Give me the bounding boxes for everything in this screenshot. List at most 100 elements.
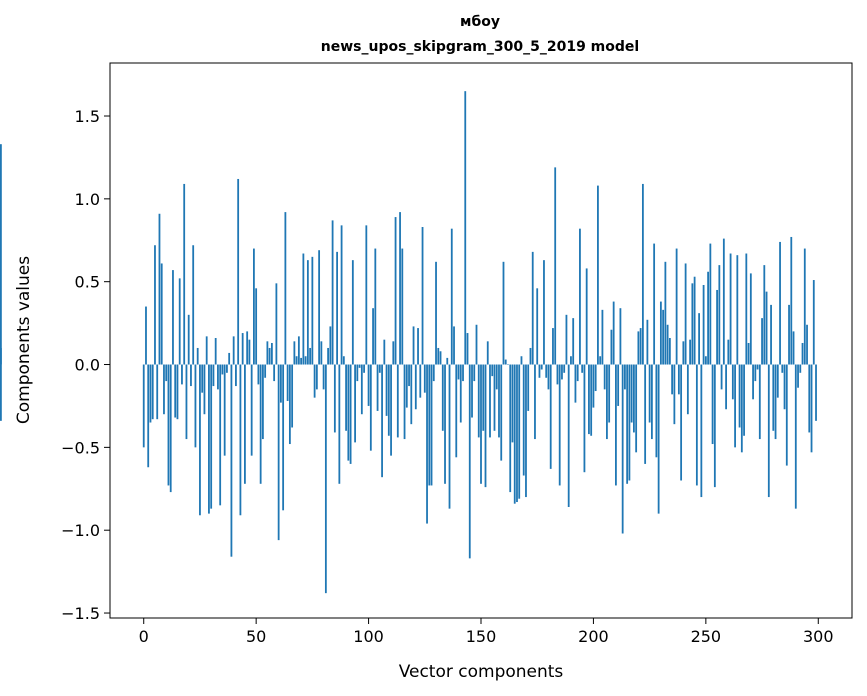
bar: [300, 357, 303, 365]
bar: [785, 364, 788, 466]
y-tick-label: 1.0: [75, 190, 100, 209]
y-tick-label: −0.5: [61, 438, 100, 457]
bar: [340, 225, 343, 365]
bar: [172, 270, 174, 365]
bar: [187, 314, 190, 365]
bar: [545, 364, 548, 378]
bar: [810, 364, 813, 453]
bar: [457, 364, 460, 380]
y-tick-label: −1.0: [61, 521, 100, 540]
bar: [752, 364, 754, 400]
bar: [534, 364, 536, 440]
bar: [702, 285, 705, 365]
bar: [781, 364, 784, 373]
bar: [522, 364, 525, 476]
bar: [646, 319, 649, 365]
bar: [803, 248, 806, 365]
x-tick-label: 0: [139, 627, 149, 646]
bar: [504, 359, 507, 365]
bar: [183, 183, 186, 365]
bar: [253, 248, 255, 365]
bar: [794, 364, 797, 509]
bar: [567, 364, 570, 507]
bar: [531, 251, 534, 365]
bar: [648, 364, 651, 423]
bar: [464, 91, 467, 365]
bar: [331, 220, 334, 365]
bar: [214, 338, 217, 365]
bar: [279, 364, 282, 403]
bar: [462, 364, 464, 382]
bar: [383, 339, 386, 365]
bar: [500, 364, 503, 461]
bar: [381, 364, 383, 478]
bar: [590, 364, 593, 436]
bar: [700, 364, 703, 498]
x-axis-label: Vector components: [399, 662, 564, 682]
bar: [360, 364, 363, 415]
bar: [691, 283, 694, 365]
bar: [270, 342, 273, 365]
bar: [592, 364, 595, 408]
bar: [599, 356, 602, 365]
chart-title: мбоу: [460, 14, 500, 30]
bar: [797, 364, 799, 388]
y-tick-label: 1.5: [75, 107, 100, 126]
bar: [201, 364, 204, 393]
bar: [147, 364, 150, 468]
bar: [358, 364, 361, 368]
bar: [666, 324, 669, 365]
bar: [199, 364, 201, 516]
bar: [583, 364, 586, 473]
bar: [581, 364, 584, 373]
plot-frame: [109, 62, 853, 619]
bar: [142, 364, 145, 448]
bar: [675, 248, 678, 365]
bar: [313, 364, 316, 398]
bar: [763, 265, 766, 365]
bar: [493, 364, 496, 431]
bar: [707, 271, 709, 365]
bar: [167, 364, 170, 486]
bar: [205, 336, 208, 365]
bar: [698, 313, 700, 365]
bar: [468, 364, 471, 559]
y-tick-label: 0.5: [75, 273, 100, 292]
bar: [0, 364, 2, 421]
bar: [446, 357, 449, 365]
bar: [495, 364, 498, 390]
bar: [637, 331, 640, 365]
bar: [149, 364, 152, 423]
bar: [390, 364, 392, 456]
y-axis-ticks: −1.5 −1.0 −0.5 0.0 0.5 1.0 1.5: [61, 107, 110, 623]
bar: [776, 364, 779, 398]
bar: [259, 364, 262, 484]
bar: [268, 347, 271, 365]
bar: [718, 265, 721, 365]
bar: [295, 356, 298, 365]
bar: [738, 364, 741, 428]
bar: [156, 364, 159, 420]
bar: [423, 364, 426, 393]
bar: [444, 364, 446, 484]
bar: [403, 364, 406, 440]
bar: [435, 261, 437, 365]
bar: [662, 309, 665, 365]
bar: [455, 364, 458, 458]
bar: [664, 261, 667, 365]
bar: [365, 225, 368, 365]
bar: [376, 364, 379, 411]
bar: [394, 217, 397, 365]
bar: [520, 356, 523, 365]
bar: [498, 364, 500, 438]
bar: [230, 364, 233, 557]
bar: [615, 364, 617, 486]
bar: [740, 364, 743, 453]
bar: [174, 364, 177, 418]
bar: [475, 324, 478, 365]
bar: [190, 364, 192, 387]
bar: [342, 356, 345, 365]
bar: [160, 263, 163, 365]
bar: [145, 306, 147, 365]
bar: [439, 351, 442, 365]
